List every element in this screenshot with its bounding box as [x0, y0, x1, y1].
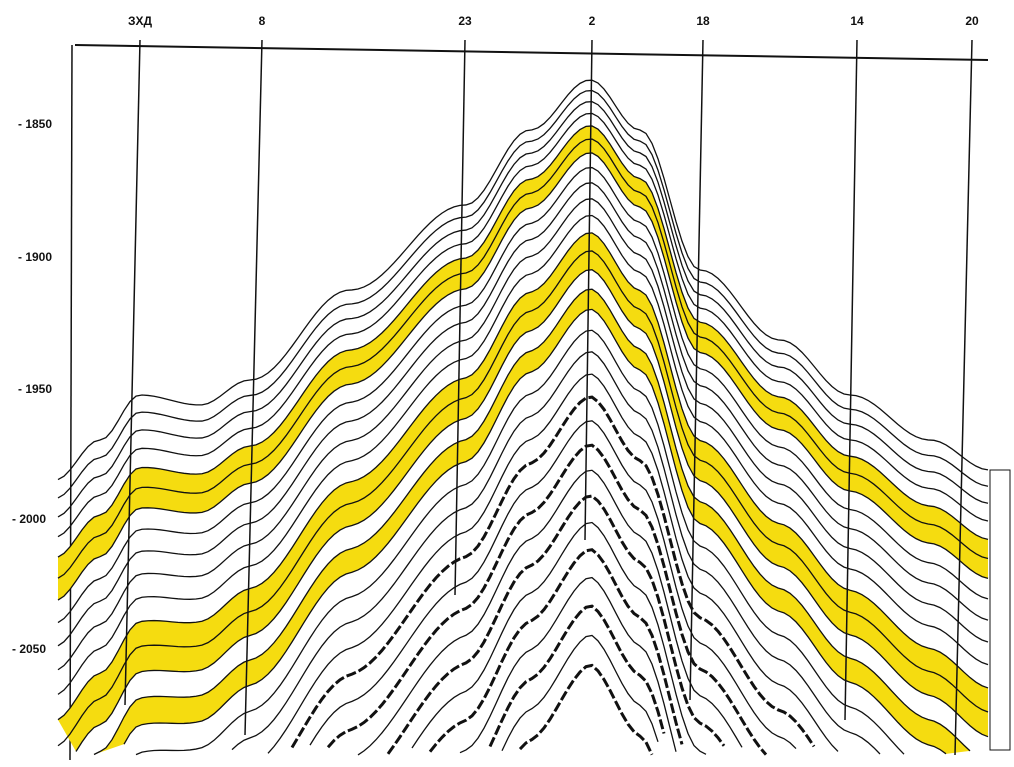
carbonate-bed	[388, 496, 724, 754]
well-label: 14	[850, 14, 864, 28]
well-line	[690, 40, 703, 700]
cross-section: ЗХД 8 23 2 18 14 20 - 1850 - 1900 - 1950 - 200…	[0, 0, 1014, 762]
depth-label: - 1900	[18, 250, 52, 264]
well-label: 2	[589, 14, 596, 28]
well-label: 20	[965, 14, 979, 28]
well-label: 18	[696, 14, 710, 28]
bed-line	[358, 470, 742, 755]
well-label: 23	[458, 14, 472, 28]
bed-line	[58, 80, 988, 479]
well-label: ЗХД	[128, 14, 153, 28]
well-line	[125, 40, 140, 705]
well-line	[455, 40, 465, 595]
depth-label: - 1850	[18, 117, 52, 131]
top-frame	[75, 45, 988, 60]
bed-line	[58, 91, 988, 498]
yellow-bed	[94, 289, 970, 754]
carbonate-bed	[520, 665, 652, 754]
bed-line	[460, 578, 676, 753]
well-line	[955, 40, 972, 755]
depth-label: - 2000	[12, 512, 46, 526]
layers	[58, 80, 988, 755]
depth-label: - 2050	[12, 642, 46, 656]
depth-axis	[70, 45, 72, 760]
well-label: 8	[259, 14, 266, 28]
carbonate-bed	[292, 397, 814, 747]
depth-label: - 1950	[18, 382, 52, 396]
side-column	[990, 470, 1010, 750]
